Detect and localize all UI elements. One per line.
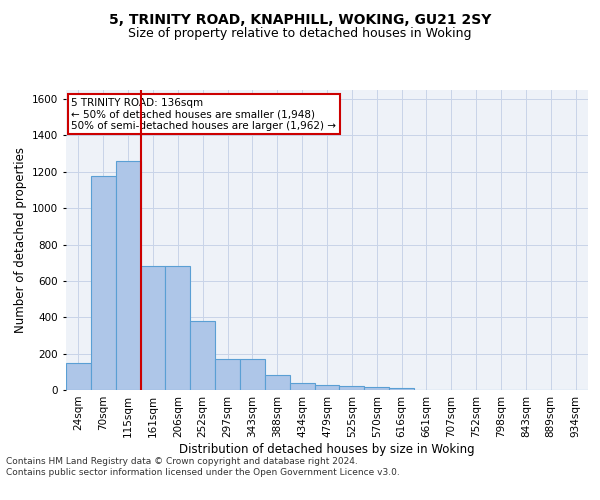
Text: Size of property relative to detached houses in Woking: Size of property relative to detached ho… [128,28,472,40]
Bar [265,376,290,390]
Bar [166,266,190,390]
Bar [340,386,364,390]
Bar [190,321,215,390]
Text: 5, TRINITY ROAD, KNAPHILL, WOKING, GU21 2SY: 5, TRINITY ROAD, KNAPHILL, WOKING, GU21 … [109,12,491,26]
X-axis label: Distribution of detached houses by size in Woking: Distribution of detached houses by size … [179,442,475,456]
Bar [91,176,116,390]
Y-axis label: Number of detached properties: Number of detached properties [14,147,26,333]
Bar [240,359,265,390]
Bar [314,385,340,390]
Bar [140,266,166,390]
Bar [116,161,140,390]
Text: Contains HM Land Registry data © Crown copyright and database right 2024.
Contai: Contains HM Land Registry data © Crown c… [6,458,400,477]
Bar [389,388,414,390]
Bar [290,383,314,390]
Bar [364,386,389,390]
Text: 5 TRINITY ROAD: 136sqm
← 50% of detached houses are smaller (1,948)
50% of semi-: 5 TRINITY ROAD: 136sqm ← 50% of detached… [71,98,336,130]
Bar [66,362,91,390]
Bar [215,359,240,390]
